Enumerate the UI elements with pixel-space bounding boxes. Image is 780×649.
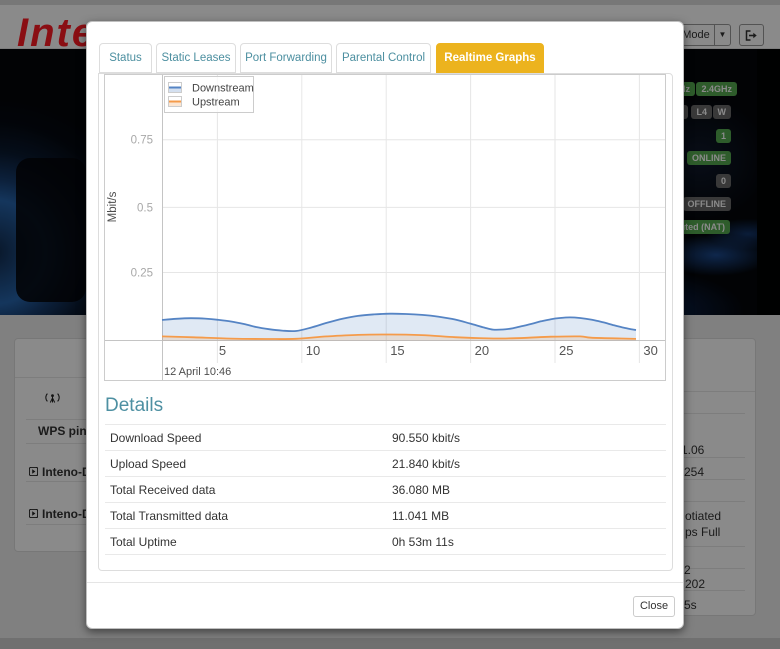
svg-text:12 April 10:46: 12 April 10:46	[164, 366, 231, 378]
svg-text:20: 20	[475, 343, 489, 358]
svg-text:0.25: 0.25	[131, 268, 153, 280]
svg-text:Mbit/s: Mbit/s	[107, 191, 119, 222]
svg-text:Upstream: Upstream	[192, 97, 240, 109]
svg-text:15: 15	[390, 343, 404, 358]
svg-text:Downstream: Downstream	[192, 83, 254, 95]
svg-text:0.75: 0.75	[131, 135, 153, 147]
svg-text:0.5: 0.5	[137, 202, 153, 214]
svg-text:30: 30	[643, 343, 657, 358]
svg-text:5: 5	[219, 343, 226, 358]
svg-text:25: 25	[559, 343, 573, 358]
svg-text:10: 10	[306, 343, 320, 358]
